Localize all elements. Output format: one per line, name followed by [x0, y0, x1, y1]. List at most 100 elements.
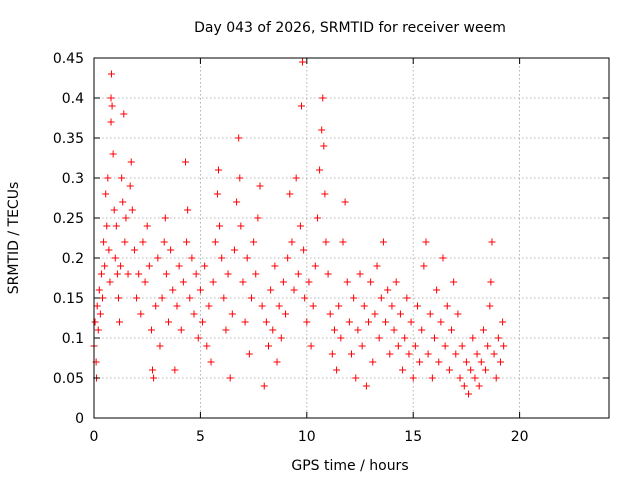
data-point: [297, 102, 305, 110]
data-point: [179, 278, 187, 286]
data-point: [407, 318, 415, 326]
data-point: [258, 302, 266, 310]
data-point: [177, 326, 185, 334]
data-point: [137, 310, 145, 318]
data-point: [430, 334, 438, 342]
data-point: [490, 350, 498, 358]
data-point: [473, 350, 481, 358]
data-point: [128, 206, 136, 214]
data-point: [147, 326, 155, 334]
data-point: [469, 334, 477, 342]
data-point: [256, 182, 264, 190]
data-point: [103, 222, 111, 230]
data-point: [360, 302, 368, 310]
data-point: [260, 382, 268, 390]
data-point: [107, 118, 115, 126]
data-point: [416, 358, 424, 366]
data-point: [386, 350, 394, 358]
x-axis-label: GPS time / hours: [291, 458, 408, 474]
data-point: [273, 358, 281, 366]
data-point: [465, 390, 473, 398]
data-point: [477, 358, 485, 366]
data-point: [296, 222, 304, 230]
data-point: [362, 382, 370, 390]
data-point: [119, 198, 127, 206]
data-point: [377, 294, 385, 302]
data-point: [247, 294, 255, 302]
data-point: [330, 326, 338, 334]
data-point: [422, 238, 430, 246]
data-point: [494, 334, 502, 342]
data-point: [104, 174, 112, 182]
data-point: [392, 278, 400, 286]
y-tick-label: 0.3: [62, 171, 84, 187]
data-point: [277, 334, 285, 342]
x-tick-label: 15: [404, 429, 422, 445]
data-point: [337, 334, 345, 342]
data-point: [437, 318, 445, 326]
data-point: [352, 374, 360, 382]
data-point: [145, 262, 153, 270]
data-point: [235, 134, 243, 142]
data-point: [445, 366, 453, 374]
x-tick-label: 5: [196, 429, 205, 445]
data-point: [224, 270, 232, 278]
data-point: [321, 190, 329, 198]
data-point: [401, 334, 409, 342]
data-point: [343, 278, 351, 286]
data-point: [403, 294, 411, 302]
data-point: [101, 262, 109, 270]
data-point: [345, 318, 353, 326]
data-point: [112, 222, 120, 230]
y-axis-label: SRMTID / TECUs: [6, 182, 22, 295]
data-point: [318, 126, 326, 134]
data-point: [456, 374, 464, 382]
data-point: [99, 294, 107, 302]
data-point: [213, 190, 221, 198]
data-point: [173, 302, 181, 310]
data-point: [354, 326, 362, 334]
data-point: [95, 286, 103, 294]
data-point: [245, 350, 253, 358]
data-point: [216, 222, 224, 230]
data-point: [411, 342, 419, 350]
data-point: [452, 350, 460, 358]
data-point: [214, 166, 222, 174]
data-point: [462, 358, 470, 366]
data-point: [454, 310, 462, 318]
data-point: [141, 278, 149, 286]
data-point: [292, 174, 300, 182]
data-point: [158, 294, 166, 302]
data-point: [439, 254, 447, 262]
data-point: [328, 350, 336, 358]
data-point: [201, 262, 209, 270]
data-point: [320, 142, 328, 150]
data-point: [139, 238, 147, 246]
data-point: [113, 270, 121, 278]
data-point: [169, 286, 177, 294]
data-point: [250, 238, 258, 246]
data-point: [286, 190, 294, 198]
data-point: [435, 358, 443, 366]
data-point: [196, 286, 204, 294]
data-point: [499, 318, 507, 326]
y-tick-label: 0.2: [62, 251, 84, 267]
y-tick-label: 0.25: [53, 211, 84, 227]
data-point: [282, 310, 290, 318]
data-point: [209, 278, 217, 286]
data-point: [156, 342, 164, 350]
data-point: [371, 310, 379, 318]
data-point: [230, 246, 238, 254]
data-point: [358, 342, 366, 350]
data-point: [116, 318, 124, 326]
data-point: [488, 238, 496, 246]
data-point: [109, 150, 117, 158]
data-point: [399, 366, 407, 374]
data-point: [167, 246, 175, 254]
data-point: [243, 254, 251, 262]
data-point: [365, 318, 373, 326]
data-point: [226, 374, 234, 382]
y-tick-label: 0.4: [62, 91, 84, 107]
data-point: [496, 358, 504, 366]
data-point: [203, 342, 211, 350]
